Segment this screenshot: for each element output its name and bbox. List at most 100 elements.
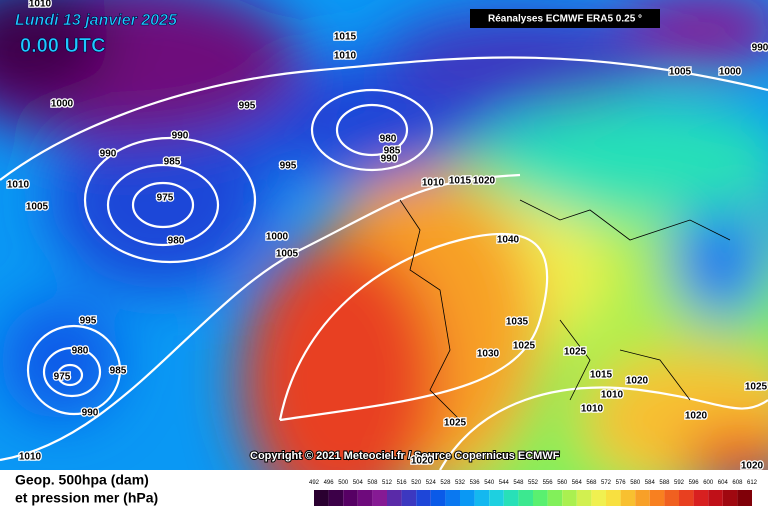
scale-cell (445, 490, 460, 506)
scale-label: 584 (645, 480, 656, 486)
scale-label: 512 (382, 480, 393, 486)
scale-label: 528 (440, 480, 451, 486)
scale-cell (737, 490, 752, 506)
scale-label: 536 (470, 480, 481, 486)
scale-cell (503, 490, 519, 506)
scale-label: 552 (528, 480, 539, 486)
isobar-label: 1005 (26, 202, 49, 213)
scale-cell (314, 490, 329, 506)
isobar-label: 1030 (477, 349, 500, 360)
scale-cell (387, 490, 402, 506)
scale-cell (343, 490, 358, 506)
scale-cell (401, 490, 417, 506)
scale-label: 500 (338, 480, 349, 486)
isobar-label: 985 (384, 146, 401, 157)
isobar-label: 995 (239, 101, 256, 112)
scale-cell (460, 490, 475, 506)
scale-label: 540 (484, 480, 495, 486)
isobar-label: 990 (82, 408, 99, 419)
scale-cell (430, 490, 446, 506)
isobar-label: 1005 (276, 249, 299, 260)
source-box (470, 9, 660, 28)
isobar-label: 1010 (7, 180, 30, 191)
scale-cell (474, 490, 490, 506)
isobar-label: 975 (54, 372, 71, 383)
scale-cell (372, 490, 387, 506)
isobar-label: 1000 (266, 232, 289, 243)
isobar-label: 985 (110, 366, 127, 377)
scale-cell (547, 490, 563, 506)
scale-cell (357, 490, 373, 506)
scale-cell (664, 490, 679, 506)
isobar-label: 990 (381, 154, 398, 165)
scale-label: 548 (513, 480, 524, 486)
scale-cell (489, 490, 504, 506)
scale-cell (606, 490, 621, 506)
isobar-label: 985 (164, 157, 181, 168)
isobar-label: 1010 (581, 404, 604, 415)
copyright: Copyright © 2021 Meteociel.fr / Source C… (250, 450, 560, 462)
isobar-label: 1035 (506, 317, 529, 328)
scale-cell (620, 490, 636, 506)
scale-label: 516 (397, 480, 408, 486)
scale-label: 532 (455, 480, 466, 486)
isobar-label: 1025 (444, 418, 467, 429)
scale-cell (591, 490, 606, 506)
caption-line: et pression mer (hPa) (15, 490, 158, 506)
isobar-label: 1020 (741, 461, 764, 472)
scale-label: 560 (557, 480, 568, 486)
scale-cell (328, 490, 344, 506)
isobar-label: 1000 (719, 67, 742, 78)
isobar-label: 995 (80, 316, 97, 327)
scale-label: 576 (616, 480, 627, 486)
isobar-label: 1025 (513, 341, 536, 352)
source-text: Réanalyses ECMWF ERA5 0.25 ° (488, 14, 642, 25)
scale-label: 612 (747, 480, 758, 486)
scale-label: 544 (499, 480, 510, 486)
scale-label: 504 (353, 480, 364, 486)
isobar-label: 1010 (601, 390, 624, 401)
scale-cell (679, 490, 694, 506)
isobar-label: 1010 (29, 0, 52, 10)
scale-label: 508 (367, 480, 378, 486)
scale-label: 492 (309, 480, 320, 486)
isobar-label: 1015 (334, 32, 357, 43)
isobar-label: 1025 (745, 382, 768, 393)
isobar-label: 1015 (590, 370, 613, 381)
isobar-label: 980 (72, 346, 89, 357)
isobar-label: 1020 (411, 456, 434, 467)
isobar-label: 990 (100, 149, 117, 160)
isobar-label: 1010 (334, 51, 357, 62)
isobar-label: 990 (752, 43, 768, 54)
time: 0.00 UTC (20, 35, 106, 57)
scale-label: 556 (543, 480, 554, 486)
scale-cell (635, 490, 650, 506)
scale-cell (562, 490, 577, 506)
scale-cell (576, 490, 592, 506)
isobar-label: 990 (172, 131, 189, 142)
caption-line: Geop. 500hpa (dam) (15, 472, 149, 488)
isobar-label: 995 (280, 161, 297, 172)
isobar-label: 1000 (51, 99, 74, 110)
isobar-label: 1025 (564, 347, 587, 358)
scale-label: 596 (689, 480, 700, 486)
scale-label: 520 (411, 480, 422, 486)
scale-label: 580 (630, 480, 641, 486)
scale-label: 568 (586, 480, 597, 486)
scale-cell (649, 490, 665, 506)
isobar-label: 1010 (422, 178, 445, 189)
scale-label: 588 (659, 480, 670, 486)
scale-cell (722, 490, 738, 506)
scale-cell (416, 490, 431, 506)
scale-label: 564 (572, 480, 583, 486)
isobar-label: 975 (157, 193, 174, 204)
isobar-label: 1010 (19, 452, 42, 463)
scale-cell (533, 490, 548, 506)
isobar-label: 1020 (473, 176, 496, 187)
isobar-label: 980 (168, 236, 185, 247)
scale-cell (518, 490, 533, 506)
scale-label: 592 (674, 480, 685, 486)
